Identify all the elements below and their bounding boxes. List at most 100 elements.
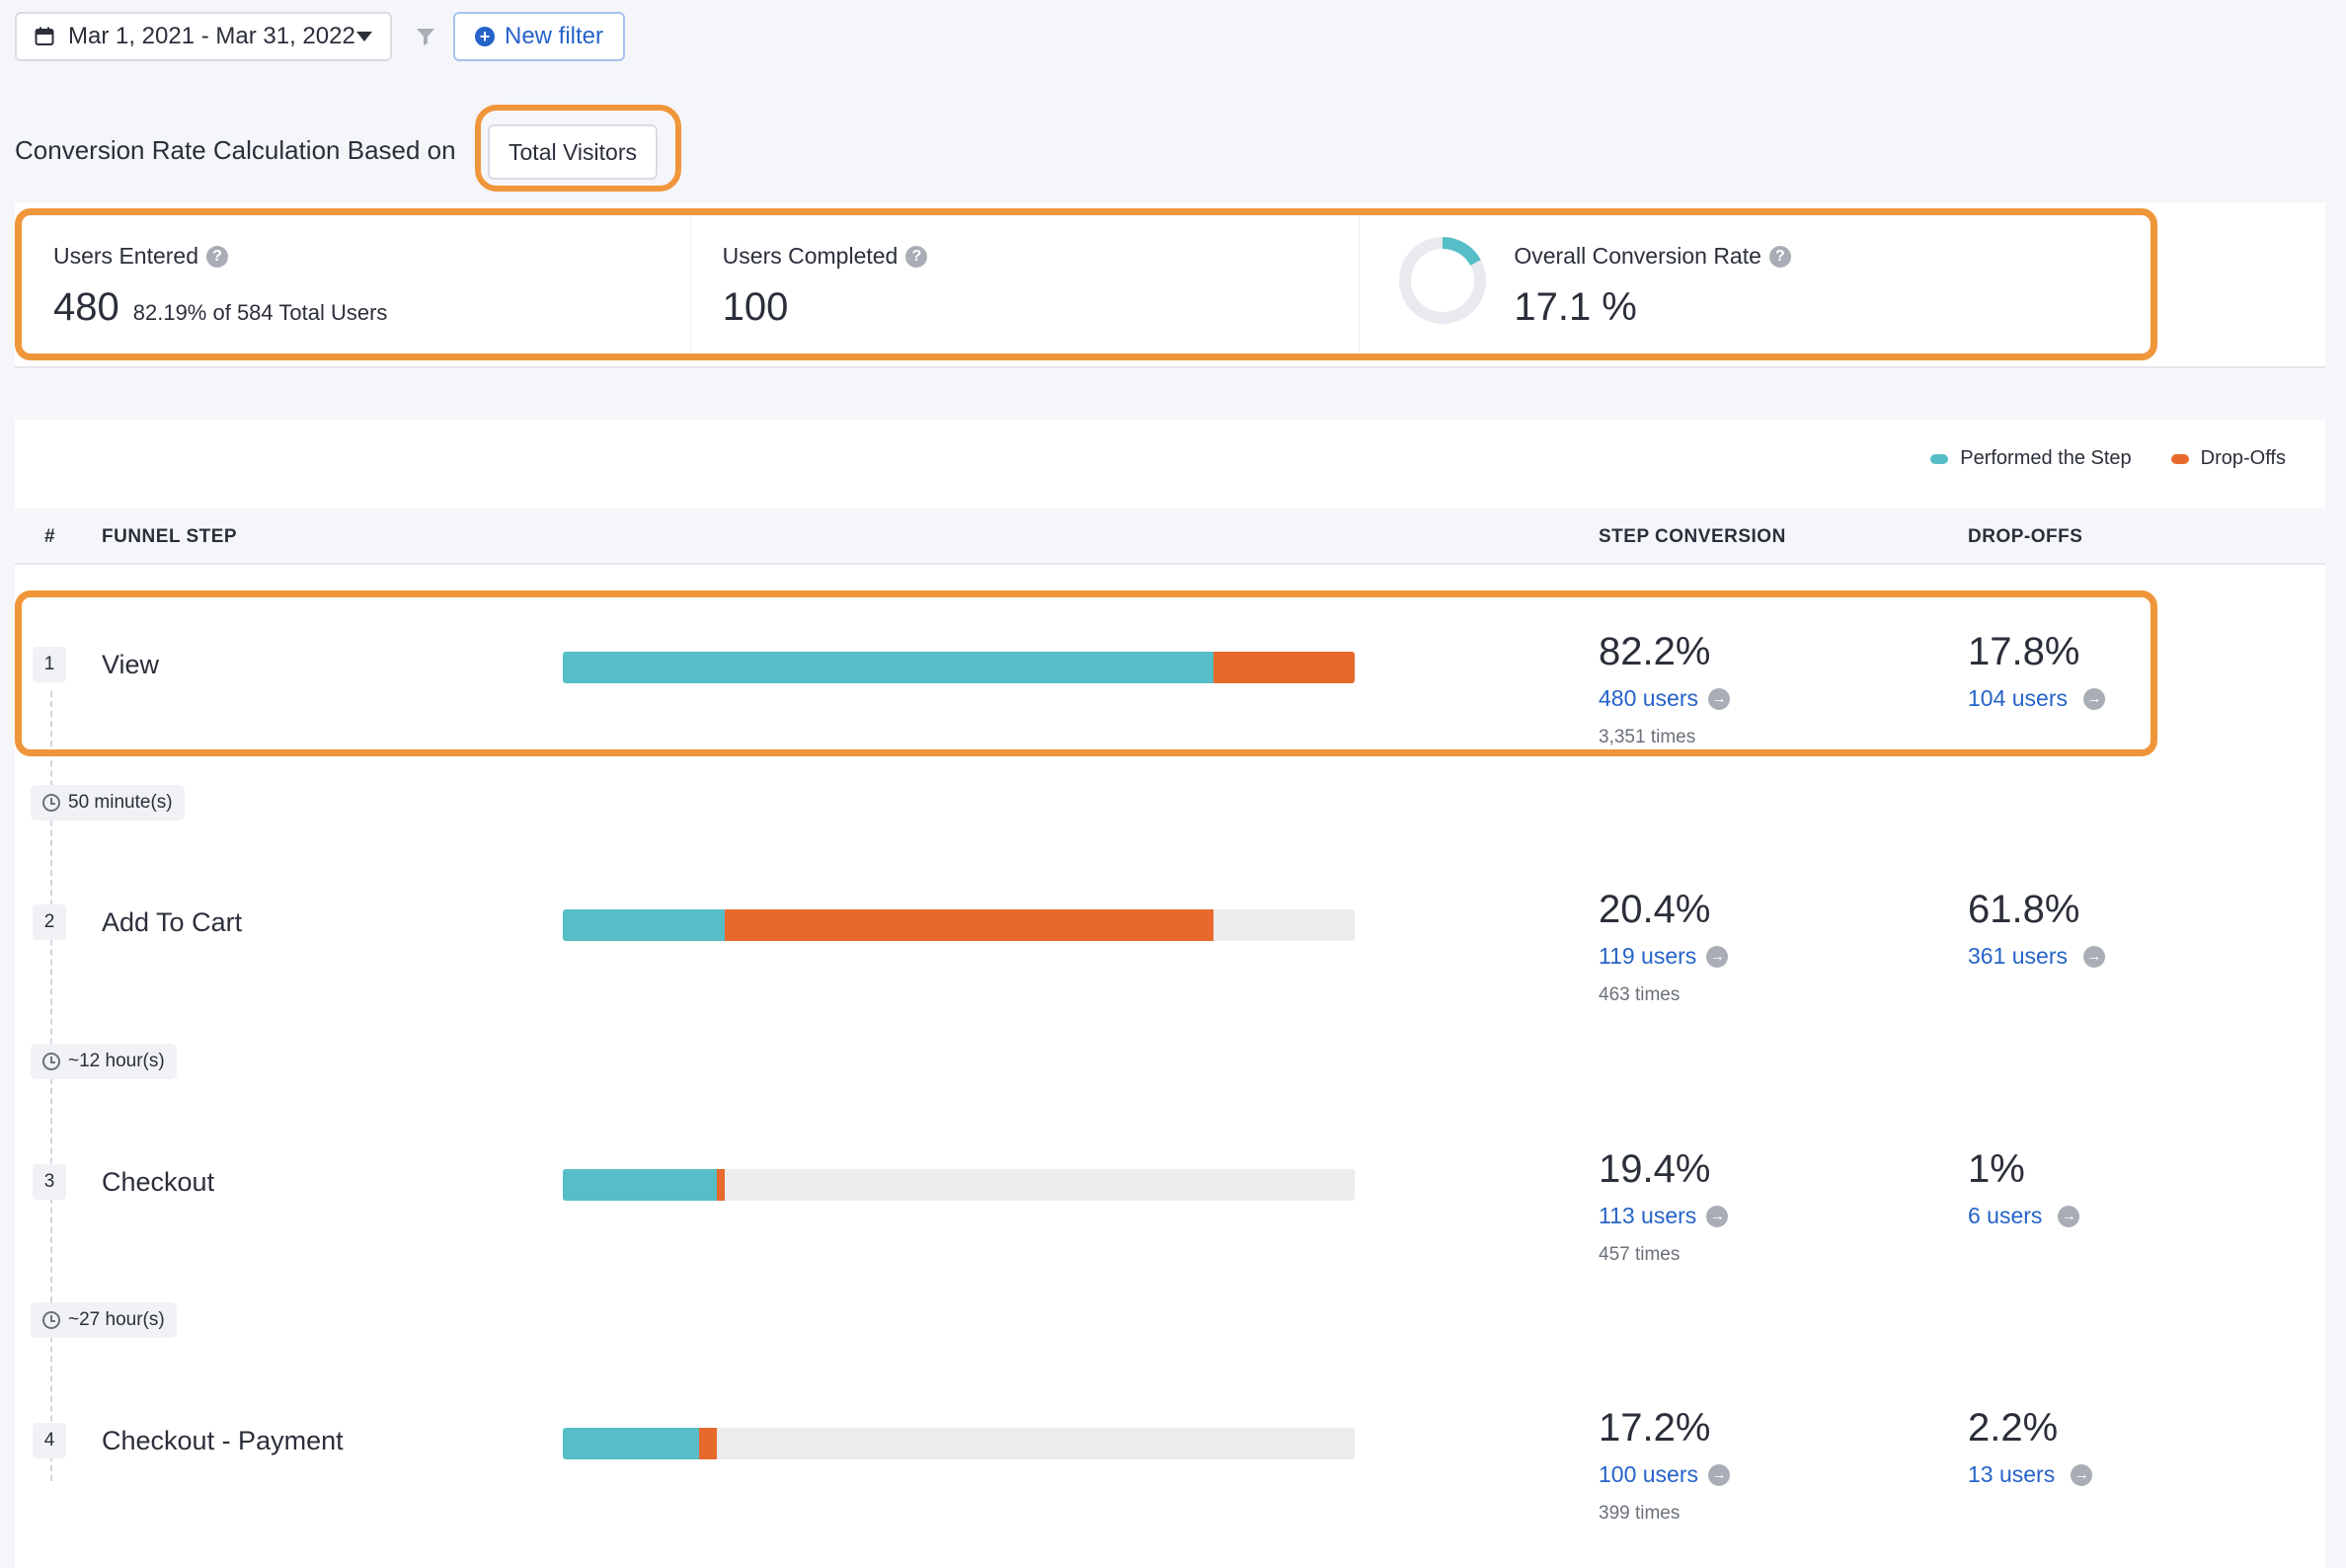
step-users-link[interactable]: 480 users → [1599, 685, 1731, 712]
time-chip-text: ~27 hour(s) [68, 1309, 165, 1330]
arrow-right-icon: → [1706, 1205, 1729, 1227]
arrow-right-icon: → [1706, 945, 1729, 968]
time-chip-text: 50 minute(s) [68, 792, 173, 813]
step-number: 2 [33, 904, 66, 940]
dropoff-pct: 17.8% [1968, 630, 2080, 673]
users-completed-card: Users Completed ? 100 [691, 215, 1361, 353]
legend-dropoffs-label: Drop-Offs [2200, 447, 2286, 469]
conversion-basis-label: Conversion Rate Calculation Based on [15, 135, 456, 165]
date-range-text: Mar 1, 2021 - Mar 31, 2022 [68, 23, 355, 49]
legend: Performed the Step Drop-Offs [1891, 447, 2286, 470]
caret-down-icon [356, 32, 372, 41]
dropoff-users-link[interactable]: 104 users → [1968, 685, 2106, 712]
arrow-right-icon: → [2083, 945, 2106, 968]
legend-dropoffs: Drop-Offs [2170, 447, 2286, 470]
filter-icon[interactable] [416, 27, 435, 46]
performed-segment [563, 1169, 717, 1201]
dropoff-users-text: 6 users [1968, 1203, 2043, 1228]
header-dropoffs: DROP-OFFS [1968, 526, 2083, 547]
funnel-row: 4 Checkout - Payment 17.2% 100 users → 3… [15, 1378, 2325, 1524]
step-times: 457 times [1599, 1244, 1681, 1265]
table-header: # FUNNEL STEP STEP CONVERSION DROP-OFFS [15, 509, 2325, 565]
step-users-link[interactable]: 100 users → [1599, 1461, 1731, 1488]
funnel-row: 1 View 82.2% 480 users → 3,351 times 17.… [15, 602, 2325, 747]
legend-performed: Performed the Step [1930, 447, 2132, 470]
dropoff-segment [1213, 652, 1355, 683]
step-users-link[interactable]: 119 users → [1599, 943, 1729, 970]
new-filter-label: New filter [505, 23, 604, 49]
funnel-row: 3 Checkout 19.4% 113 users → 457 times 1… [15, 1120, 2325, 1265]
step-number: 3 [33, 1164, 66, 1200]
clock-icon [42, 1311, 60, 1329]
step-users-text: 480 users [1599, 685, 1699, 711]
stats-panel [15, 202, 2325, 368]
dropoff-pct: 61.8% [1968, 888, 2080, 931]
step-users-link[interactable]: 113 users → [1599, 1203, 1729, 1229]
step-name: Checkout - Payment [102, 1426, 344, 1455]
overall-rate-label: Overall Conversion Rate [1514, 243, 1761, 269]
arrow-right-icon: → [2083, 687, 2106, 710]
stats-summary: Users Entered ? 480 82.19% of 584 Total … [15, 208, 2157, 360]
dropoff-users-text: 104 users [1968, 685, 2069, 711]
step-conversion-pct: 82.2% [1599, 630, 1711, 673]
conversion-basis-button[interactable]: Total Visitors [488, 124, 658, 180]
step-users-text: 113 users [1599, 1203, 1697, 1228]
funnel-row: 2 Add To Cart 20.4% 119 users → 463 time… [15, 860, 2325, 1005]
dropoff-users-text: 361 users [1968, 943, 2069, 969]
dropoff-pct: 2.2% [1968, 1406, 2059, 1450]
legend-performed-label: Performed the Step [1960, 447, 2132, 469]
timeline-line [50, 691, 52, 1481]
step-users-text: 119 users [1599, 943, 1697, 969]
users-entered-subtext: 82.19% of 584 Total Users [132, 300, 388, 325]
step-bar [563, 1428, 1355, 1459]
header-funnel-step: FUNNEL STEP [102, 526, 238, 547]
users-entered-card: Users Entered ? 480 82.19% of 584 Total … [22, 215, 691, 353]
new-filter-button[interactable]: + New filter [453, 12, 626, 61]
step-times: 3,351 times [1599, 727, 1696, 747]
dropoff-pct: 1% [1968, 1147, 2025, 1191]
users-completed-value: 100 [722, 285, 789, 329]
performed-segment [563, 909, 725, 941]
dropoff-users-link[interactable]: 13 users → [1968, 1461, 2093, 1488]
step-conversion-pct: 17.2% [1599, 1406, 1711, 1450]
step-bar [563, 909, 1355, 941]
step-name: Add To Cart [102, 907, 243, 937]
dropoff-users-link[interactable]: 361 users → [1968, 943, 2106, 970]
arrow-right-icon: → [2058, 1205, 2080, 1227]
arrow-right-icon: → [1708, 1463, 1731, 1486]
step-times: 463 times [1599, 984, 1681, 1005]
donut-arc [1399, 237, 1487, 324]
step-name: Checkout [102, 1167, 215, 1197]
step-conversion-pct: 20.4% [1599, 888, 1711, 931]
dropoff-swatch [2170, 453, 2189, 464]
step-bar [563, 652, 1355, 683]
plus-circle-icon: + [475, 27, 495, 46]
overall-rate-value: 17.1 % [1514, 285, 1637, 329]
arrow-right-icon: → [1708, 687, 1731, 710]
overall-conversion-card: Overall Conversion Rate ? 17.1 % [1360, 215, 2150, 353]
time-chip-text: ~12 hour(s) [68, 1051, 165, 1071]
conversion-donut-chart [1399, 237, 1487, 324]
time-between-steps: ~12 hour(s) [31, 1044, 177, 1079]
step-times: 399 times [1599, 1503, 1681, 1524]
step-number: 4 [33, 1423, 66, 1458]
help-icon[interactable]: ? [905, 245, 928, 268]
basis-highlight-frame [475, 105, 681, 192]
header-number: # [44, 526, 56, 547]
calendar-icon [35, 27, 54, 45]
date-range-picker[interactable]: Mar 1, 2021 - Mar 31, 2022 [15, 12, 392, 61]
users-entered-label: Users Entered [53, 243, 199, 269]
header-step-conversion: STEP CONVERSION [1599, 526, 1786, 547]
toolbar: Mar 1, 2021 - Mar 31, 2022 + New filter [15, 12, 626, 61]
clock-icon [42, 794, 60, 812]
dropoff-users-link[interactable]: 6 users → [1968, 1203, 2080, 1229]
funnel-panel: Performed the Step Drop-Offs # FUNNEL ST… [15, 420, 2325, 1568]
step-highlight-frame [15, 590, 2157, 756]
dropoff-segment [716, 1169, 725, 1201]
step-conversion-pct: 19.4% [1599, 1147, 1711, 1191]
users-entered-value: 480 [53, 285, 119, 329]
dropoff-segment [698, 1428, 717, 1459]
help-icon[interactable]: ? [1768, 245, 1791, 268]
help-icon[interactable]: ? [206, 245, 229, 268]
step-name: View [102, 650, 160, 679]
